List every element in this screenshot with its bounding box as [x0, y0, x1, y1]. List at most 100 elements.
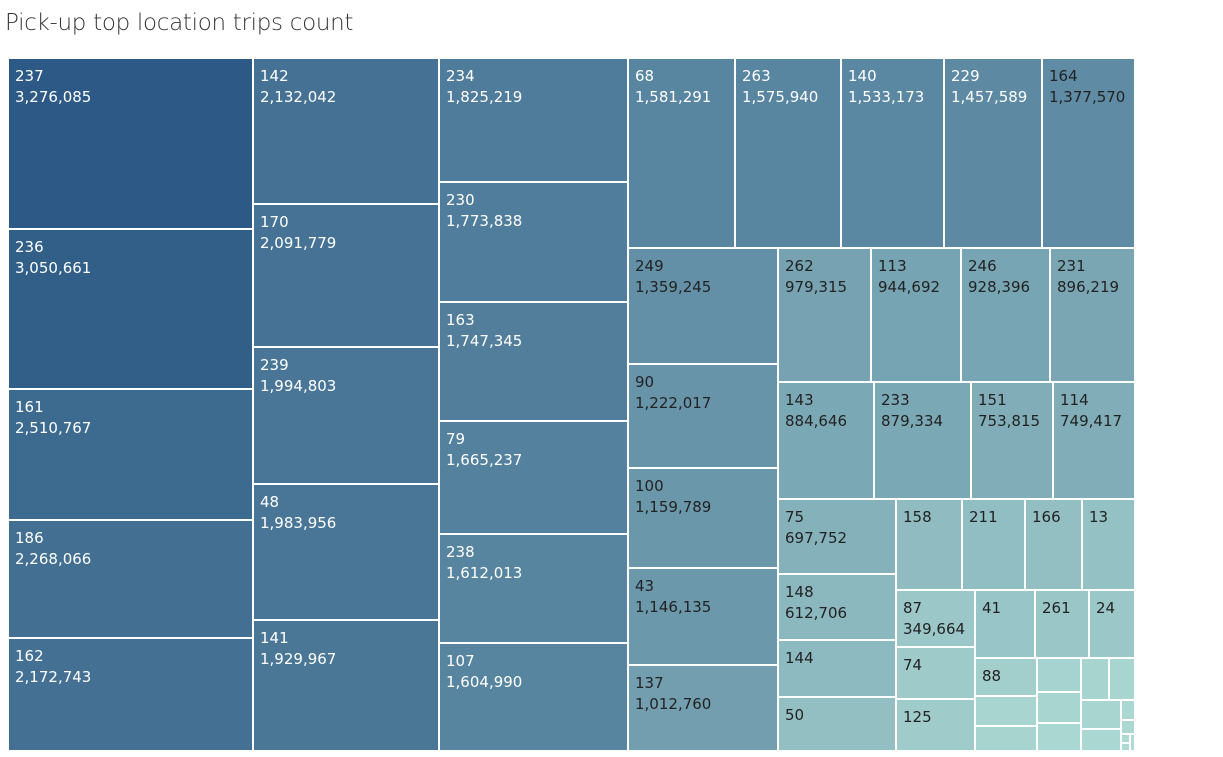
cell-trip-count-label: 1,983,956 [260, 514, 337, 532]
cell-trip-count-label: 1,747,345 [446, 332, 523, 350]
treemap-cell-239[interactable]: 239 1,994,803 [253, 347, 439, 484]
treemap-cell-143[interactable]: 143 884,646 [778, 382, 874, 499]
cell-trip-count-label: 1,457,589 [951, 88, 1028, 106]
treemap-cell-144[interactable]: 144 [778, 640, 896, 697]
cell-trip-count-label: 1,581,291 [635, 88, 712, 106]
treemap-cell-125[interactable]: 125 [896, 699, 975, 751]
treemap-cell-163[interactable]: 163 1,747,345 [439, 302, 628, 421]
treemap-cell-88[interactable]: 88 [975, 658, 1037, 696]
treemap-cell-unlabeled[interactable] [975, 696, 1037, 726]
treemap-cell-unlabeled[interactable] [1081, 729, 1121, 751]
treemap-cell-234[interactable]: 234 1,825,219 [439, 58, 628, 182]
cell-trip-count-label: 2,091,779 [260, 234, 337, 252]
treemap-cell-137[interactable]: 137 1,012,760 [628, 665, 778, 751]
cell-location-label: 211 [969, 508, 998, 526]
treemap-cell-186[interactable]: 186 2,268,066 [8, 520, 253, 638]
cell-location-label: 144 [785, 649, 814, 667]
treemap-cell-90[interactable]: 90 1,222,017 [628, 364, 778, 468]
treemap-cell-68[interactable]: 68 1,581,291 [628, 58, 735, 248]
cell-trip-count-label: 1,575,940 [742, 88, 819, 106]
treemap-cell-unlabeled[interactable] [1109, 658, 1135, 700]
treemap-cell-141[interactable]: 141 1,929,967 [253, 620, 439, 751]
treemap-cell-263[interactable]: 263 1,575,940 [735, 58, 841, 248]
treemap-cell-100[interactable]: 100 1,159,789 [628, 468, 778, 568]
treemap-cell-unlabeled[interactable] [1121, 700, 1135, 720]
treemap-cell-107[interactable]: 107 1,604,990 [439, 643, 628, 751]
treemap-cell-229[interactable]: 229 1,457,589 [944, 58, 1042, 248]
treemap-cell-161[interactable]: 161 2,510,767 [8, 389, 253, 520]
treemap-cell-unlabeled[interactable] [1121, 743, 1130, 751]
treemap-cell-75[interactable]: 75 697,752 [778, 499, 896, 574]
treemap-cell-211[interactable]: 211 [962, 499, 1025, 590]
cell-trip-count-label: 2,268,066 [15, 550, 92, 568]
treemap-cell-unlabeled[interactable] [1121, 734, 1130, 743]
cell-location-label: 262 [785, 257, 814, 275]
treemap-cell-148[interactable]: 148 612,706 [778, 574, 896, 640]
treemap-cell-unlabeled[interactable] [1037, 692, 1081, 723]
treemap-cell-43[interactable]: 43 1,146,135 [628, 568, 778, 665]
treemap-cell-230[interactable]: 230 1,773,838 [439, 182, 628, 302]
treemap-cell-41[interactable]: 41 [975, 590, 1035, 658]
treemap-cell-87[interactable]: 87 349,664 [896, 590, 975, 647]
cell-trip-count-label: 749,417 [1060, 412, 1123, 430]
treemap-cell-231[interactable]: 231 896,219 [1050, 248, 1135, 382]
treemap-cell-unlabeled[interactable] [1130, 734, 1135, 751]
cell-location-label: 237 [15, 67, 44, 85]
treemap-cell-238[interactable]: 238 1,612,013 [439, 534, 628, 643]
treemap-cell-50[interactable]: 50 [778, 697, 896, 751]
cell-location-label: 68 [635, 67, 655, 85]
cell-location-label: 238 [446, 543, 475, 561]
treemap-cell-79[interactable]: 79 1,665,237 [439, 421, 628, 534]
cell-trip-count-label: 896,219 [1057, 278, 1120, 296]
cell-location-label: 13 [1089, 508, 1109, 526]
treemap-cell-151[interactable]: 151 753,815 [971, 382, 1053, 499]
cell-location-label: 75 [785, 508, 805, 526]
cell-trip-count-label: 1,665,237 [446, 451, 523, 469]
treemap-cell-140[interactable]: 140 1,533,173 [841, 58, 944, 248]
cell-location-label: 79 [446, 430, 466, 448]
treemap-cell-166[interactable]: 166 [1025, 499, 1082, 590]
cell-trip-count-label: 1,604,990 [446, 673, 523, 691]
treemap-cell-262[interactable]: 262 979,315 [778, 248, 871, 382]
cell-trip-count-label: 2,172,743 [15, 668, 92, 686]
treemap-cell-unlabeled[interactable] [1037, 723, 1081, 751]
treemap-cell-unlabeled[interactable] [1081, 658, 1109, 700]
cell-location-label: 234 [446, 67, 475, 85]
treemap-cell-162[interactable]: 162 2,172,743 [8, 638, 253, 751]
cell-location-label: 48 [260, 493, 280, 511]
treemap-cell-114[interactable]: 114 749,417 [1053, 382, 1135, 499]
treemap-cell-249[interactable]: 249 1,359,245 [628, 248, 778, 364]
cell-trip-count-label: 1,825,219 [446, 88, 523, 106]
treemap-cell-142[interactable]: 142 2,132,042 [253, 58, 439, 204]
cell-trip-count-label: 1,612,013 [446, 564, 523, 582]
treemap-cell-unlabeled[interactable] [1121, 720, 1135, 734]
cell-location-label: 263 [742, 67, 771, 85]
cell-location-label: 50 [785, 706, 805, 724]
treemap-cell-48[interactable]: 48 1,983,956 [253, 484, 439, 620]
cell-trip-count-label: 753,815 [978, 412, 1041, 430]
treemap-cell-unlabeled[interactable] [975, 726, 1037, 751]
treemap-cell-24[interactable]: 24 [1089, 590, 1135, 658]
treemap-cell-261[interactable]: 261 [1035, 590, 1089, 658]
cell-location-label: 41 [982, 599, 1002, 617]
treemap-cell-unlabeled[interactable] [1037, 658, 1081, 692]
treemap-cell-164[interactable]: 164 1,377,570 [1042, 58, 1135, 248]
treemap-cell-113[interactable]: 113 944,692 [871, 248, 961, 382]
treemap-cell-13[interactable]: 13 [1082, 499, 1135, 590]
treemap-cell-236[interactable]: 236 3,050,661 [8, 229, 253, 389]
cell-location-label: 100 [635, 477, 664, 495]
treemap-cell-170[interactable]: 170 2,091,779 [253, 204, 439, 347]
cell-location-label: 230 [446, 191, 475, 209]
cell-location-label: 163 [446, 311, 475, 329]
treemap-cell-237[interactable]: 237 3,276,085 [8, 58, 253, 229]
treemap-cell-246[interactable]: 246 928,396 [961, 248, 1050, 382]
treemap-cell-158[interactable]: 158 [896, 499, 962, 590]
cell-location-label: 161 [15, 398, 44, 416]
cell-location-label: 249 [635, 257, 664, 275]
treemap-cell-74[interactable]: 74 [896, 647, 975, 699]
treemap-cell-unlabeled[interactable] [1081, 700, 1121, 729]
cell-trip-count-label: 349,664 [903, 620, 966, 638]
treemap-cell-233[interactable]: 233 879,334 [874, 382, 971, 499]
cell-trip-count-label: 3,050,661 [15, 259, 92, 277]
